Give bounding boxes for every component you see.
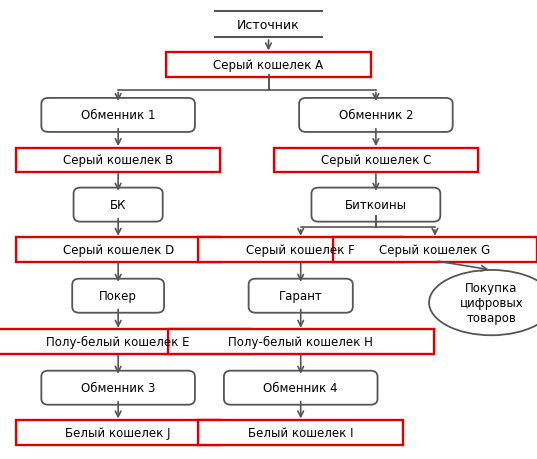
Text: Белый кошелек J: Белый кошелек J xyxy=(66,426,171,439)
FancyBboxPatch shape xyxy=(41,371,195,405)
FancyBboxPatch shape xyxy=(199,238,403,263)
FancyBboxPatch shape xyxy=(273,148,478,173)
FancyBboxPatch shape xyxy=(16,238,221,263)
FancyBboxPatch shape xyxy=(249,279,353,313)
Text: Серый кошелек С: Серый кошелек С xyxy=(321,154,431,167)
FancyBboxPatch shape xyxy=(74,188,163,222)
Text: Обменник 3: Обменник 3 xyxy=(81,381,155,394)
Text: Серый кошелек B: Серый кошелек B xyxy=(63,154,173,167)
Text: Обменник 2: Обменник 2 xyxy=(339,109,413,122)
FancyBboxPatch shape xyxy=(0,330,251,354)
FancyBboxPatch shape xyxy=(41,99,195,133)
Text: Обменник 1: Обменник 1 xyxy=(81,109,155,122)
Text: Серый кошелек А: Серый кошелек А xyxy=(213,59,324,72)
FancyBboxPatch shape xyxy=(168,330,434,354)
FancyBboxPatch shape xyxy=(224,371,378,405)
Text: Биткоины: Биткоины xyxy=(345,199,407,212)
Text: Обменник 4: Обменник 4 xyxy=(264,381,338,394)
Ellipse shape xyxy=(429,270,537,336)
Text: Покупка
цифровых
товаров: Покупка цифровых товаров xyxy=(460,281,523,325)
Text: Покер: Покер xyxy=(99,290,137,302)
FancyBboxPatch shape xyxy=(311,188,440,222)
FancyBboxPatch shape xyxy=(166,53,371,78)
Text: Белый кошелек I: Белый кошелек I xyxy=(248,426,353,439)
FancyBboxPatch shape xyxy=(16,148,221,173)
Text: Серый кошелек F: Серый кошелек F xyxy=(246,244,355,257)
FancyBboxPatch shape xyxy=(299,99,453,133)
Text: Полу-белый кошелек Е: Полу-белый кошелек Е xyxy=(46,336,190,348)
Text: Серый кошелек D: Серый кошелек D xyxy=(62,244,174,257)
Text: Серый кошелек G: Серый кошелек G xyxy=(379,244,491,257)
Text: Источник: Источник xyxy=(237,19,300,32)
Text: Гарант: Гарант xyxy=(279,290,323,302)
Text: Полу-белый кошелек Н: Полу-белый кошелек Н xyxy=(228,336,373,348)
Text: БК: БК xyxy=(110,199,126,212)
FancyBboxPatch shape xyxy=(72,279,164,313)
FancyBboxPatch shape xyxy=(333,238,537,263)
FancyBboxPatch shape xyxy=(199,420,403,445)
FancyBboxPatch shape xyxy=(16,420,221,445)
